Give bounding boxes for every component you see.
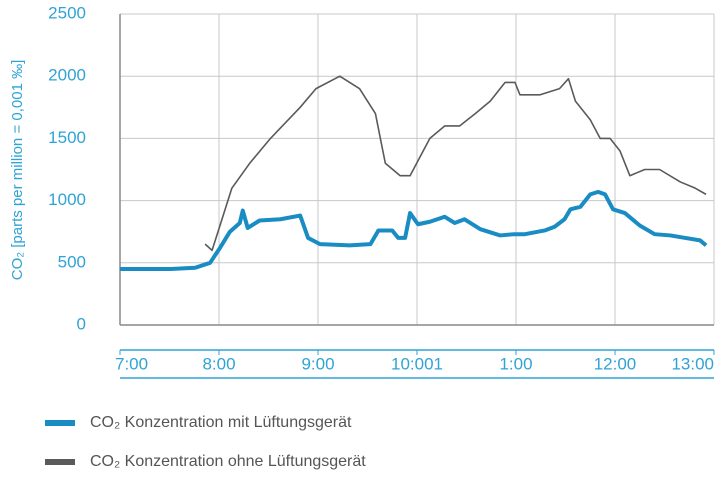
legend-label: CO₂ Konzentration mit Lüftungsgerät: [90, 414, 352, 431]
x-tick-label: 9:00: [301, 354, 334, 373]
y-axis-label: CO₂ [parts per million = 0,001 ‰]: [9, 60, 26, 281]
y-tick-label: 2000: [48, 66, 86, 85]
series-line: [204, 75, 707, 252]
y-tick-label: 500: [58, 252, 86, 271]
x-tick-label: 10:001: [391, 354, 443, 373]
series-line: [120, 189, 708, 272]
legend-swatch: [45, 459, 75, 465]
y-tick-label: 1000: [48, 190, 86, 209]
x-tick-label: 12:00: [594, 354, 637, 373]
legend-label: CO₂ Konzentration ohne Lüftungsgerät: [90, 453, 366, 470]
x-tick-label: 13:00: [671, 354, 714, 373]
x-tick-label: 1:00: [499, 354, 532, 373]
y-tick-label: 2500: [48, 3, 86, 22]
legend: CO₂ Konzentration mit Lüftungsgerät CO₂ K…: [45, 414, 366, 470]
y-tick-label: 1500: [48, 128, 86, 147]
x-tick-label: 7:00: [115, 354, 148, 373]
legend-swatch: [45, 420, 75, 426]
y-tick-label: 0: [77, 314, 86, 333]
x-tick-label: 8:00: [202, 354, 235, 373]
